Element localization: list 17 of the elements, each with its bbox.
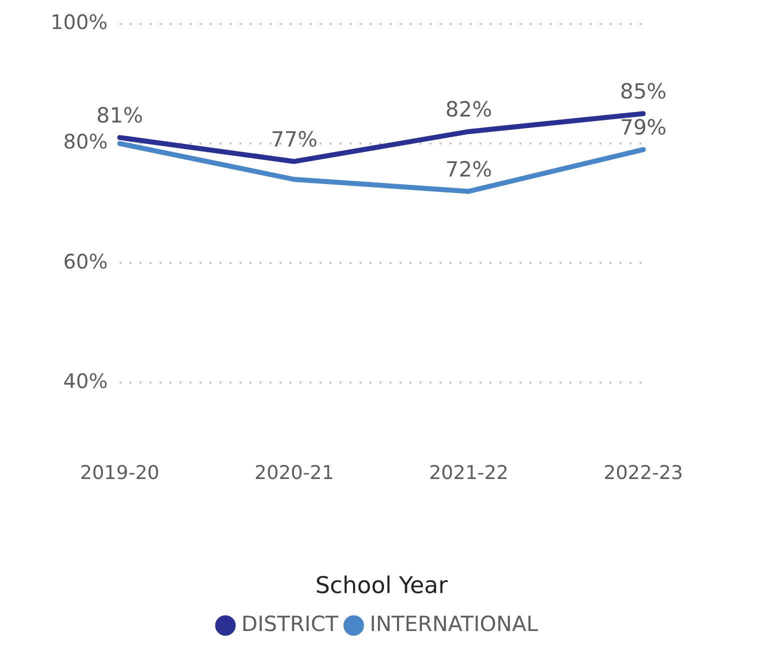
- legend-label: INTERNATIONAL: [370, 612, 538, 636]
- y-tick-label: 80%: [63, 130, 108, 154]
- x-tick-label: 2021-22: [429, 462, 508, 484]
- data-label: 82%: [445, 98, 492, 122]
- y-tick-label: 60%: [63, 249, 108, 274]
- y-tick-label: 40%: [63, 368, 108, 393]
- data-label: 77%: [270, 127, 318, 152]
- data-label: 79%: [620, 115, 667, 140]
- data-label: 85%: [620, 80, 667, 104]
- x-tick-label: 2019-20: [80, 462, 160, 484]
- y-tick-label: 100%: [50, 10, 108, 34]
- data-label: 81%: [96, 104, 144, 128]
- legend-label: DISTRICT: [241, 612, 338, 636]
- x-tick-label: 2022-23: [604, 462, 683, 484]
- x-axis-title: School Year: [315, 573, 448, 600]
- data-label: 72%: [445, 157, 492, 182]
- x-tick-label: 2020-21: [254, 462, 334, 484]
